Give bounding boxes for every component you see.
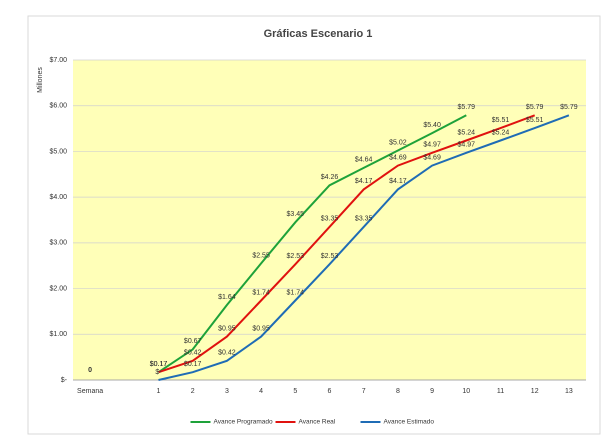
data-label: $0.95 [252,325,270,332]
data-label: $0.42 [218,350,236,357]
x-tick-label: 1 [157,388,161,395]
x-tick-label: 7 [362,388,366,395]
x-tick-label: 6 [328,388,332,395]
annotation: 0 [88,367,92,374]
x-tick-label: 9 [430,388,434,395]
legend-label: Avance Real [299,419,336,426]
series-line [158,114,536,374]
y-tick-label: $1.00 [49,331,67,338]
data-label: $0.67 [184,338,202,345]
x-tick-label: 2 [191,388,195,395]
y-tick-label: $6.00 [49,103,67,110]
x-tick-label: 13 [565,388,573,395]
data-label: $0.17 [184,361,202,368]
data-label: $3.35 [355,216,373,223]
data-label: $5.51 [526,117,544,124]
data-label: $5.24 [458,129,476,136]
data-label: $3.45 [287,211,305,218]
series-line [158,114,570,381]
legend-label: Avance Estimado [384,419,435,426]
data-label: $0.17 [150,361,168,368]
data-label: $1.74 [252,289,270,296]
data-label: $1.74 [287,289,305,296]
data-label: $0.17 [150,361,168,368]
x-tick-label: 12 [531,388,539,395]
x-tick-label: 11 [497,388,504,395]
x-tick-label: 8 [396,388,400,395]
x-tick-label: 4 [259,388,263,395]
series-line [157,114,467,374]
data-label: $5.40 [423,122,441,129]
data-label: $2.53 [321,253,339,260]
data-label: $4.64 [355,157,373,164]
y-tick-label: $4.00 [49,194,67,201]
legend-label: Avance Programado [214,419,274,426]
x-tick-label: 5 [293,388,297,395]
data-label: $4.97 [458,142,476,149]
y-tick-label: $7.00 [49,57,67,64]
data-label: $2.53 [287,253,305,260]
y-tick-label: $5.00 [49,148,67,155]
data-label: $0.95 [218,325,236,332]
chart-title: Gráficas Escenario 1 [264,28,373,40]
data-label: $4.26 [321,174,339,181]
data-label: $4.17 [389,178,407,185]
data-label: $4.17 [355,178,373,185]
data-label: $5.79 [560,104,578,111]
data-label: $5.79 [458,104,476,111]
x-tick-label: 3 [225,388,229,395]
x-tick-label: 10 [462,388,470,395]
data-label: $5.24 [492,129,510,136]
data-label: $4.69 [389,154,407,161]
y-axis-label: Millones [37,67,44,93]
y-tick-label: $- [61,377,68,384]
x-tick-label: Semana [77,388,103,395]
data-label: $1.64 [218,294,236,301]
data-label: $2.55 [252,252,270,259]
y-tick-label: $3.00 [49,240,67,247]
data-label: $4.69 [423,154,441,161]
data-label: $- [155,369,162,376]
data-label: $5.79 [526,104,544,111]
plot-area [73,60,586,380]
data-label: $3.35 [321,216,339,223]
data-label: $5.51 [492,117,510,124]
y-tick-label: $2.00 [49,285,67,292]
data-label: $4.97 [423,142,441,149]
data-label: $5.02 [389,139,407,146]
data-label: $0.42 [184,350,202,357]
